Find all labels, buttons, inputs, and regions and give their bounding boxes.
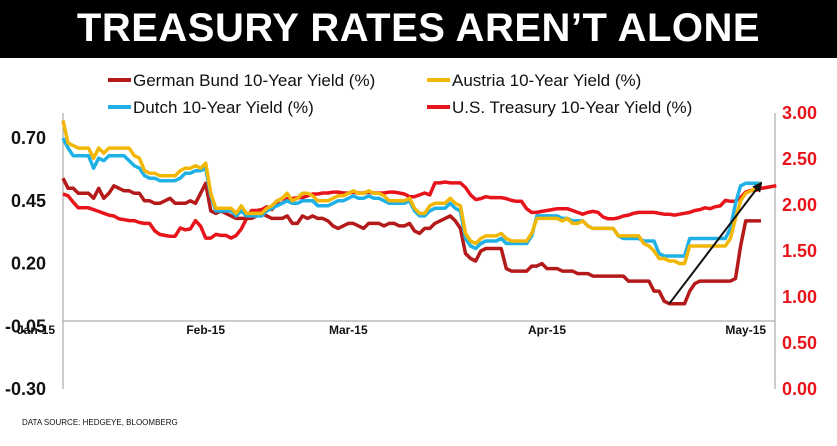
right-tick-label: 1.50 — [782, 241, 817, 261]
legend-label-austria: Austria 10-Year Yield (%) — [452, 71, 641, 90]
title-bar: TREASURY RATES AREN’T ALONE — [0, 0, 837, 58]
x-tick-label: Mar-15 — [329, 323, 368, 337]
left-tick-label: 0.70 — [11, 128, 46, 148]
right-tick-label: 2.00 — [782, 195, 817, 215]
series-line-bund — [61, 177, 761, 306]
series-layer — [61, 120, 777, 306]
legend: German Bund 10-Year Yield (%) Austria 10… — [108, 71, 692, 117]
x-tick-label: May-15 — [725, 323, 766, 337]
data-source: DATA SOURCE: HEDGEYE, BLOOMBERG — [22, 418, 178, 427]
right-tick-label: 0.50 — [782, 333, 817, 353]
trend-arrow — [668, 181, 763, 305]
right-tick-label: 1.00 — [782, 287, 817, 307]
right-axis-ticks: 3.00 2.50 2.00 1.50 1.00 0.50 0.00 — [782, 103, 817, 399]
legend-label-us: U.S. Treasury 10-Year Yield (%) — [452, 98, 692, 117]
left-tick-label: 0.20 — [11, 254, 46, 274]
x-tick-label: Jan-15 — [17, 323, 55, 337]
legend-label-bund: German Bund 10-Year Yield (%) — [133, 71, 375, 90]
chart-title: TREASURY RATES AREN’T ALONE — [76, 6, 761, 50]
right-tick-label: 2.50 — [782, 149, 817, 169]
series-line-austria — [61, 120, 763, 266]
series-line-us — [62, 180, 777, 240]
legend-label-dutch: Dutch 10-Year Yield (%) — [133, 98, 314, 117]
left-tick-label: -0.05 — [5, 316, 46, 336]
right-tick-label: 0.00 — [782, 379, 817, 399]
left-axis-ticks: 0.70 0.45 0.20 -0.05 -0.30 — [5, 128, 46, 399]
left-tick-label: 0.45 — [11, 191, 46, 211]
x-tick-label: Feb-15 — [186, 323, 225, 337]
x-axis-ticks: Jan-15 Feb-15 Mar-15 Apr-15 May-15 — [17, 323, 766, 337]
left-tick-label: -0.30 — [5, 379, 46, 399]
x-tick-label: Apr-15 — [528, 323, 566, 337]
right-tick-label: 3.00 — [782, 103, 817, 123]
